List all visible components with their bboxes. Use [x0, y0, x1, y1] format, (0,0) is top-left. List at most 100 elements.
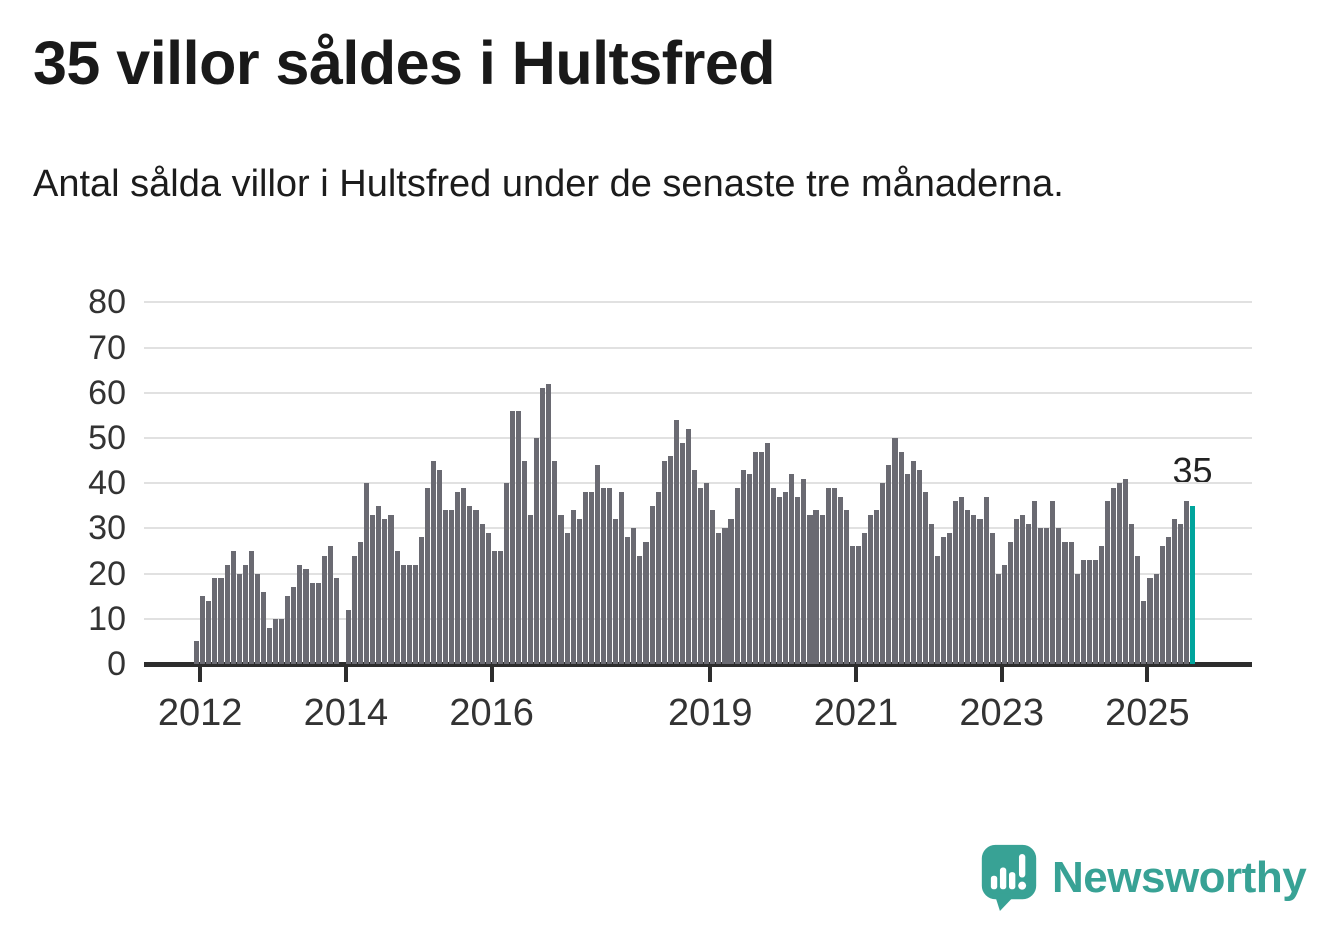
- bar: [783, 492, 789, 664]
- bar: [467, 505, 473, 664]
- bar: [898, 451, 904, 664]
- bar: [661, 460, 667, 664]
- x-axis-tick: [853, 667, 858, 682]
- bar: [279, 618, 285, 664]
- bar: [855, 546, 862, 664]
- bar: [552, 460, 558, 664]
- gridline: [144, 527, 1252, 530]
- bar: [1177, 523, 1183, 664]
- y-axis-tick-label: 40: [88, 464, 126, 503]
- bar: [1171, 519, 1177, 664]
- bar: [333, 578, 339, 664]
- bar: [364, 483, 370, 664]
- x-axis-tick: [198, 667, 203, 682]
- logo-bubble-chart-icon: [981, 844, 1037, 912]
- bar: [576, 519, 582, 664]
- bar: [1129, 523, 1135, 664]
- bar: [370, 514, 376, 664]
- x-axis-tick-label: 2016: [449, 692, 534, 734]
- bar: [1038, 528, 1044, 664]
- bar: [770, 487, 777, 664]
- bar: [983, 496, 989, 664]
- bar: [430, 460, 437, 664]
- bar: [613, 519, 619, 664]
- bar: [273, 618, 279, 664]
- bar: [206, 600, 212, 664]
- bar: [862, 532, 868, 664]
- bar: [303, 569, 309, 664]
- bar: [679, 442, 685, 664]
- logo-text: Newsworthy: [1052, 852, 1307, 902]
- bar: [522, 460, 528, 664]
- bar: [248, 551, 254, 664]
- bar: [218, 578, 224, 664]
- bar: [382, 519, 388, 664]
- bar: [977, 519, 983, 664]
- bar: [345, 609, 352, 664]
- bar: [1080, 560, 1086, 664]
- bar: [1147, 578, 1153, 664]
- bar: [934, 555, 941, 664]
- bar: [819, 514, 825, 664]
- bar: [473, 510, 479, 664]
- bar: [1141, 600, 1147, 664]
- bar: [849, 546, 856, 664]
- bar: [479, 523, 485, 664]
- bar: [582, 492, 588, 664]
- bar: [1050, 501, 1056, 664]
- bar: [904, 474, 910, 664]
- gridline: [144, 437, 1252, 439]
- bar: [1123, 478, 1129, 664]
- bar: [953, 501, 959, 664]
- gridline: [144, 617, 1252, 620]
- bar: [916, 469, 922, 664]
- bar: [285, 596, 291, 664]
- gridline: [144, 391, 1252, 394]
- bar: [376, 505, 382, 664]
- bar: [667, 456, 673, 664]
- bar: [437, 469, 443, 664]
- gridline: [144, 346, 1252, 349]
- bar: [194, 641, 200, 664]
- bar: [327, 546, 333, 664]
- bar: [1068, 541, 1074, 664]
- bar: [1032, 501, 1038, 664]
- x-axis-tick: [708, 667, 713, 682]
- bar: [764, 442, 770, 664]
- bar: [1111, 487, 1117, 664]
- bar: [600, 487, 607, 664]
- bar: [922, 492, 928, 664]
- bar: [710, 510, 716, 664]
- bar: [315, 582, 321, 664]
- bar: [655, 492, 661, 664]
- bar: [1117, 483, 1123, 664]
- bar: [1092, 560, 1098, 664]
- bar: [837, 496, 843, 664]
- bar: [564, 532, 570, 664]
- bar: [503, 483, 509, 664]
- bar: [813, 510, 819, 664]
- bar: [631, 528, 637, 664]
- bar: [1007, 541, 1013, 664]
- bar: [777, 496, 783, 664]
- bar: [594, 465, 600, 664]
- bar: [1165, 537, 1171, 664]
- y-axis-tick-label: 70: [88, 328, 126, 367]
- bar: [267, 627, 273, 664]
- gridline: [144, 301, 1252, 304]
- y-axis-tick-label: 80: [88, 283, 126, 322]
- x-axis-tick-label: 2014: [303, 692, 389, 734]
- bar: [461, 487, 467, 664]
- bar: [509, 410, 515, 664]
- bar: [394, 551, 400, 664]
- x-axis-tick-label: 2019: [667, 692, 753, 734]
- bar: [455, 492, 461, 664]
- bar: [607, 487, 613, 664]
- x-axis-tick: [999, 667, 1004, 682]
- bar: [959, 496, 965, 664]
- bar: [1056, 528, 1062, 664]
- bar: [1026, 523, 1032, 664]
- bar: [673, 419, 679, 664]
- bar: [242, 564, 248, 664]
